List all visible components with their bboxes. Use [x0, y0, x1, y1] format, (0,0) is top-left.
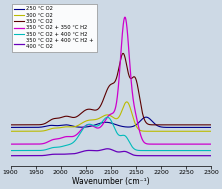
300 °C O2: [204, 130, 207, 132]
350 °C O2: [173, 124, 176, 126]
300 °C O2: [101, 115, 104, 117]
350 °C O2: [210, 124, 213, 126]
250 °C O2: [107, 121, 109, 124]
350 °C O2 + 400 °C H2: [210, 149, 213, 152]
Line: 350 °C O2: 350 °C O2: [11, 53, 211, 125]
350 °C O2 + 400 °C H2: [20, 149, 22, 152]
350 °C O2 + 350 °C H2: [124, 16, 126, 18]
350 °C O2: [204, 124, 207, 126]
250 °C O2: [167, 126, 170, 129]
Line: 350 °C O2 + 350 °C H2: 350 °C O2 + 350 °C H2: [11, 17, 211, 144]
350 °C O2 + 400 °C H2: [106, 116, 109, 118]
300 °C O2: [107, 114, 109, 116]
350 °C O2 + 400 °C H2: [107, 116, 110, 119]
350 °C O2 + 350 °C H2: [172, 143, 174, 145]
350 °C O2: [107, 86, 109, 89]
350 °C O2 + 350 °C H2: [107, 115, 109, 117]
300 °C O2: [167, 130, 170, 132]
300 °C O2: [20, 130, 22, 132]
350 °C O2 + 400 °C H2 +
400 °C O2: [204, 155, 207, 157]
350 °C O2: [122, 52, 124, 54]
350 °C O2 + 400 °C H2 +
400 °C O2: [210, 155, 213, 157]
Line: 250 °C O2: 250 °C O2: [11, 117, 211, 127]
X-axis label: Wavenumber (cm⁻¹): Wavenumber (cm⁻¹): [72, 177, 150, 186]
350 °C O2 + 400 °C H2: [167, 149, 170, 152]
300 °C O2: [204, 130, 207, 132]
350 °C O2: [20, 124, 22, 126]
350 °C O2 + 400 °C H2 +
400 °C O2: [204, 155, 207, 157]
350 °C O2 + 400 °C H2: [204, 149, 207, 152]
300 °C O2: [125, 101, 128, 103]
250 °C O2: [210, 126, 213, 129]
Line: 350 °C O2 + 400 °C H2 +
400 °C O2: 350 °C O2 + 400 °C H2 + 400 °C O2: [11, 149, 211, 156]
Line: 300 °C O2: 300 °C O2: [11, 102, 211, 131]
350 °C O2 + 350 °C H2: [101, 123, 104, 125]
250 °C O2: [197, 126, 199, 129]
350 °C O2 + 400 °C H2: [204, 149, 207, 152]
300 °C O2: [9, 130, 12, 132]
250 °C O2: [101, 122, 104, 124]
350 °C O2 + 400 °C H2 +
400 °C O2: [106, 148, 109, 150]
250 °C O2: [204, 126, 207, 129]
350 °C O2 + 350 °C H2: [20, 143, 22, 145]
350 °C O2 + 400 °C H2 +
400 °C O2: [107, 148, 110, 150]
350 °C O2: [9, 124, 12, 126]
250 °C O2: [9, 126, 12, 129]
350 °C O2 + 400 °C H2 +
400 °C O2: [167, 155, 170, 157]
350 °C O2 + 400 °C H2 +
400 °C O2: [20, 155, 22, 157]
350 °C O2 + 350 °C H2: [210, 143, 213, 145]
Line: 350 °C O2 + 400 °C H2: 350 °C O2 + 400 °C H2: [11, 117, 211, 151]
300 °C O2: [177, 130, 180, 132]
250 °C O2: [204, 126, 207, 129]
350 °C O2: [167, 124, 170, 126]
350 °C O2 + 400 °C H2: [168, 149, 171, 152]
350 °C O2 + 400 °C H2: [101, 120, 104, 122]
350 °C O2 + 400 °C H2: [9, 149, 12, 152]
350 °C O2 + 350 °C H2: [9, 143, 12, 145]
350 °C O2: [204, 124, 207, 126]
250 °C O2: [145, 116, 147, 118]
350 °C O2 + 400 °C H2 +
400 °C O2: [9, 155, 12, 157]
350 °C O2 + 400 °C H2 +
400 °C O2: [101, 148, 104, 151]
350 °C O2: [101, 100, 104, 102]
Legend: 250 °C O2, 300 °C O2, 350 °C O2, 350 °C O2 + 350 °C H2, 350 °C O2 + 400 °C H2, 3: 250 °C O2, 300 °C O2, 350 °C O2, 350 °C …: [12, 4, 97, 52]
350 °C O2 + 350 °C H2: [167, 143, 170, 145]
300 °C O2: [210, 130, 213, 132]
350 °C O2 + 350 °C H2: [204, 143, 207, 145]
250 °C O2: [20, 126, 22, 129]
350 °C O2 + 350 °C H2: [204, 143, 207, 145]
